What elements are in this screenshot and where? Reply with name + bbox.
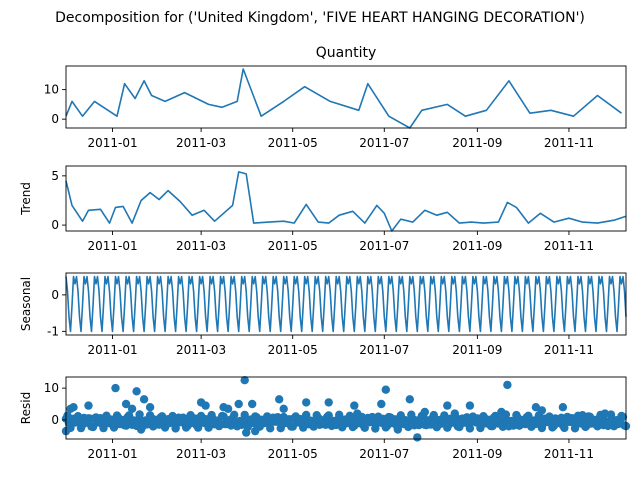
resid-point — [186, 411, 195, 420]
figure-suptitle: Decomposition for ('United Kingdom', 'FI… — [55, 10, 585, 26]
x-tick-label: 2011-01 — [87, 343, 137, 357]
resid-point — [193, 423, 203, 432]
resid-point — [111, 383, 120, 393]
x-tick-label: 2011-01 — [87, 239, 137, 253]
resid-point — [234, 399, 243, 409]
axes-frame — [65, 376, 627, 440]
resid-point — [171, 423, 180, 433]
resid-point — [350, 401, 359, 410]
resid-point — [537, 406, 547, 415]
resid-point — [99, 423, 108, 433]
resid-point — [302, 398, 311, 407]
y-axis-label: Seasonal — [19, 277, 33, 331]
panel-trend: Trend 0 5 2011-01 2011-03 2011-05 2011-07 2011-… — [19, 165, 627, 253]
resid-point — [139, 395, 149, 404]
resid-point — [413, 433, 422, 442]
panel-residual: Resid 0 10 2011-01 2011-03 2011-05 2011-07 2011… — [19, 376, 631, 461]
x-tick-label: 2011-09 — [452, 136, 502, 150]
x-tick-label: 2011-07 — [359, 136, 409, 150]
x-tick-label: 2011-03 — [176, 239, 226, 253]
axes-frame — [65, 272, 627, 336]
y-tick-label: -1 — [47, 324, 59, 338]
resid-point — [497, 407, 506, 417]
resid-point — [145, 403, 155, 412]
axes-frame — [65, 165, 627, 232]
x-tick-label: 2011-09 — [452, 447, 502, 461]
y-axis-label: Trend — [19, 182, 33, 216]
x-tick-label: 2011-01 — [87, 136, 137, 150]
resid-point — [275, 395, 284, 404]
y-tick-label: 10 — [44, 83, 59, 97]
resid-point — [121, 399, 131, 409]
resid-point — [266, 424, 275, 433]
panel-observed: Quantity 0 10 2011-01 2011-03 2011-05 2011-07 2… — [44, 45, 627, 150]
resid-point — [558, 403, 568, 412]
resid-point — [560, 423, 569, 433]
y-tick-label: 0 — [51, 112, 59, 126]
resid-point — [223, 404, 233, 413]
resid-point — [240, 376, 249, 385]
seasonal-line — [65, 275, 627, 333]
x-tick-label: 2011-03 — [176, 136, 226, 150]
resid-point — [248, 399, 257, 409]
x-tick-label: 2011-11 — [544, 343, 594, 357]
resid-point — [429, 410, 438, 420]
y-axis-label: Resid — [19, 392, 33, 424]
resid-point — [154, 420, 164, 429]
panel-seasonal: Seasonal -1 0 2011-01 2011-03 2011-05 2011-07 2… — [19, 272, 627, 357]
x-tick-label: 2011-05 — [268, 239, 318, 253]
resid-point — [504, 422, 514, 431]
resid-point — [578, 411, 587, 420]
x-tick-label: 2011-09 — [452, 239, 502, 253]
y-tick-label: 10 — [44, 381, 59, 395]
resid-point — [132, 387, 141, 396]
y-tick-label: 0 — [51, 413, 59, 427]
axes-frame — [65, 65, 627, 129]
resid-point — [393, 425, 402, 434]
resid-point — [443, 401, 452, 410]
resid-point — [420, 407, 429, 417]
y-tick-label: 0 — [51, 288, 59, 302]
trend-line — [65, 171, 627, 232]
resid-point — [465, 424, 475, 433]
y-tick-label: 0 — [51, 218, 59, 232]
x-tick-label: 2011-05 — [268, 136, 318, 150]
resid-point — [465, 401, 475, 410]
x-tick-label: 2011-05 — [268, 447, 318, 461]
resid-point — [405, 395, 414, 404]
resid-point — [84, 401, 93, 410]
resid-point — [353, 409, 362, 418]
resid-point — [230, 410, 239, 419]
x-tick-label: 2011-07 — [359, 239, 409, 253]
resid-point — [381, 385, 390, 394]
resid-point — [377, 399, 386, 409]
x-tick-label: 2011-03 — [176, 447, 226, 461]
x-tick-label: 2011-05 — [268, 343, 318, 357]
resid-point — [615, 418, 625, 427]
y-tick-label: 5 — [51, 169, 59, 183]
x-tick-label: 2011-11 — [544, 447, 594, 461]
panel-title: Quantity — [316, 45, 377, 61]
x-tick-label: 2011-11 — [544, 136, 594, 150]
x-tick-label: 2011-07 — [359, 343, 409, 357]
resid-point — [600, 409, 610, 418]
resid-point — [335, 410, 344, 419]
resid-point — [324, 398, 333, 407]
resid-point — [127, 404, 137, 413]
x-tick-label: 2011-03 — [176, 343, 226, 357]
resid-point — [136, 425, 146, 434]
quantity-line — [65, 68, 622, 129]
resid-point — [69, 403, 78, 412]
resid-point — [503, 380, 512, 390]
resid-point — [279, 404, 288, 413]
resid-point — [251, 426, 260, 436]
x-tick-label: 2011-01 — [87, 447, 137, 461]
resid-point — [242, 428, 251, 437]
resid-point — [450, 409, 459, 418]
x-tick-label: 2011-07 — [359, 447, 409, 461]
x-tick-label: 2011-11 — [544, 239, 594, 253]
resid-point — [201, 401, 210, 410]
x-tick-label: 2011-09 — [452, 343, 502, 357]
